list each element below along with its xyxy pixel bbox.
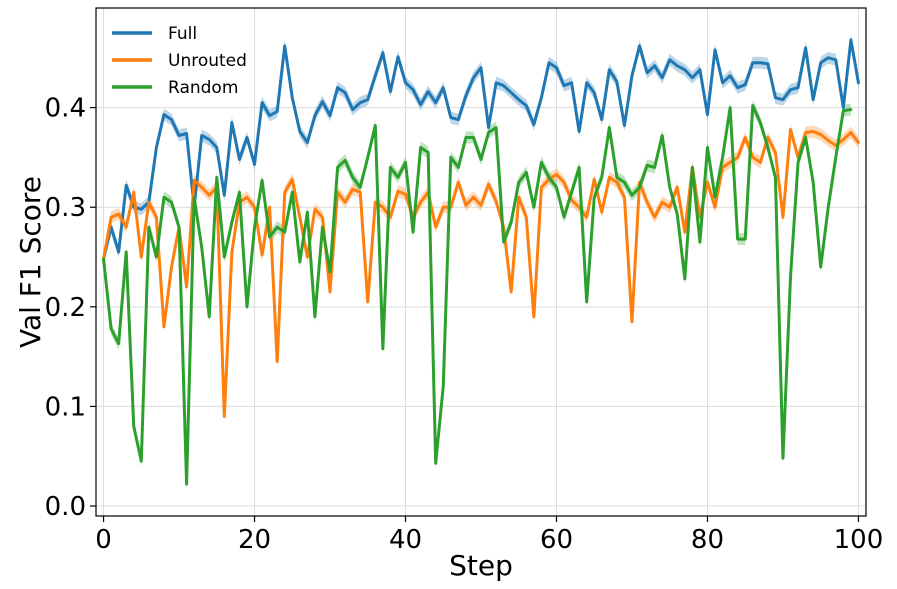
x-tick-label: 40	[389, 525, 422, 555]
legend-label-unrouted: Unrouted	[168, 51, 247, 71]
series-line-random	[102, 104, 853, 486]
series-lines	[102, 38, 860, 486]
x-tick-label: 80	[691, 525, 724, 555]
x-axis-label: Step	[449, 549, 513, 582]
x-tick-label: 20	[238, 525, 271, 555]
legend-label-full: Full	[168, 24, 197, 44]
y-axis-label: Val F1 Score	[14, 176, 47, 348]
x-tick-label: 0	[95, 525, 112, 555]
legend: Full Unrouted Random	[112, 24, 247, 98]
legend-label-random: Random	[168, 78, 238, 98]
series-line-full	[102, 38, 860, 261]
y-tick-label: 0.4	[45, 94, 86, 124]
confidence-bands	[103, 33, 859, 491]
x-tick-label: 100	[834, 525, 884, 555]
band-unrouted	[103, 123, 859, 423]
grid	[96, 8, 866, 516]
y-tick-label: 0.2	[45, 293, 86, 323]
y-tick-label: 0.1	[45, 392, 86, 422]
axis-ticks: 0 20 40 60 80 100 0.0 0.1 0.2 0.3 0.4	[45, 94, 884, 555]
y-tick-label: 0.3	[45, 193, 86, 223]
x-tick-label: 60	[540, 525, 573, 555]
y-tick-label: 0.0	[45, 492, 86, 522]
plot-frame	[95, 7, 867, 517]
